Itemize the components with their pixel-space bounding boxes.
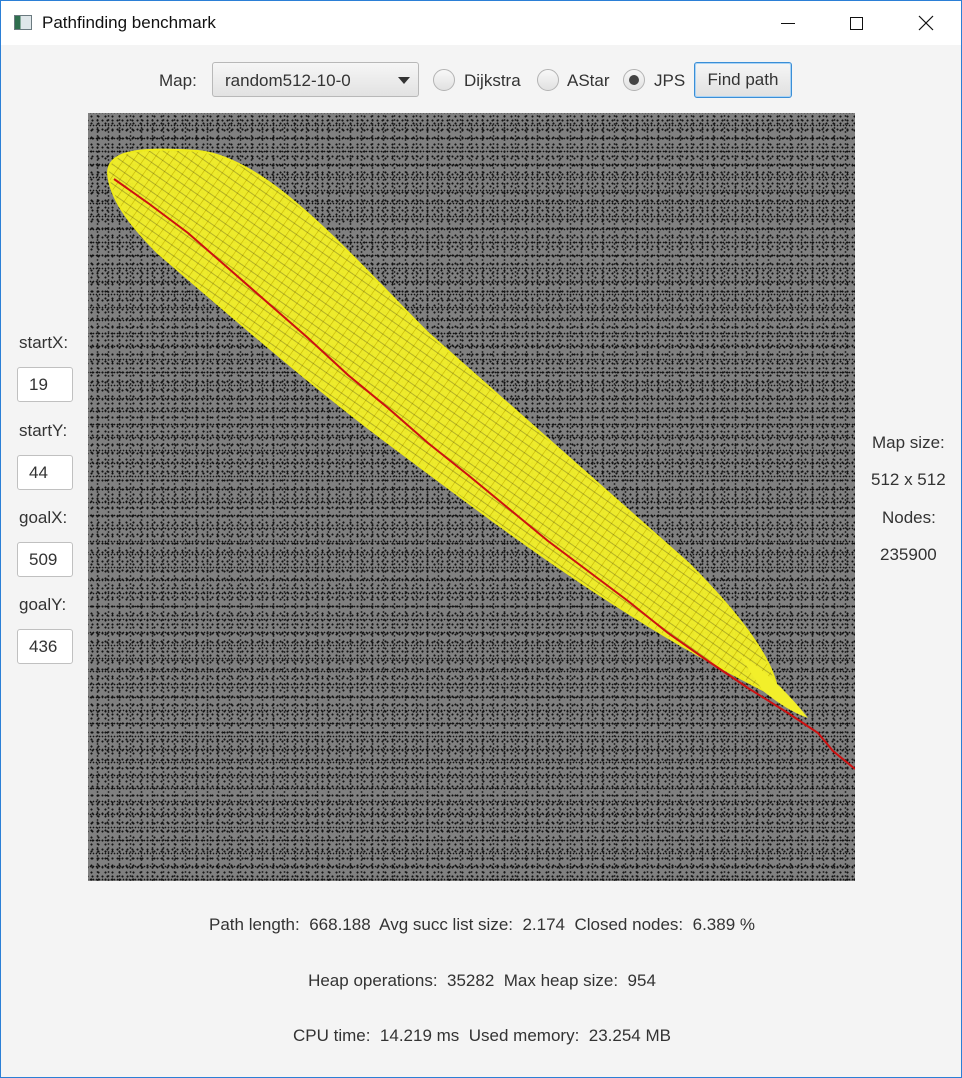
heap-ops-value: 35282 [447, 971, 495, 990]
minimize-icon [781, 22, 795, 24]
close-icon [918, 15, 934, 31]
radio-jps[interactable] [623, 69, 645, 91]
path-line [113, 178, 855, 770]
used-memory-label: Used memory: [468, 1026, 580, 1045]
avg-succ-value: 2.174 [522, 915, 566, 934]
map-select-value: random512-10-0 [225, 71, 351, 90]
cpu-time-value: 14.219 ms [379, 1026, 460, 1045]
find-path-button[interactable]: Find path [694, 62, 792, 98]
radio-selected-dot-icon [629, 75, 639, 85]
title-bar[interactable]: Pathfinding benchmark [1, 1, 961, 45]
max-heap-value: 954 [627, 971, 656, 990]
heap-ops-label: Heap operations: [308, 971, 438, 990]
used-memory-value: 23.254 MB [588, 1026, 671, 1045]
radio-astar-label[interactable]: AStar [567, 71, 610, 90]
start-x-label: startX: [19, 333, 69, 352]
radio-dijkstra[interactable] [433, 69, 455, 91]
goal-y-field[interactable]: 436 [17, 629, 73, 664]
map-canvas[interactable] [88, 113, 855, 881]
stats-line-3: CPU time: 14.219 ms Used memory: 23.254 … [1, 1026, 962, 1046]
map-select[interactable]: random512-10-0 [212, 62, 419, 97]
start-y-label: startY: [19, 421, 68, 440]
stats-line-1: Path length: 668.188 Avg succ list size:… [1, 915, 962, 935]
close-button[interactable] [903, 1, 949, 45]
max-heap-label: Max heap size: [503, 971, 619, 990]
app-window-icon [14, 15, 32, 30]
start-y-field[interactable]: 44 [17, 455, 73, 490]
search-overlay [106, 148, 855, 770]
minimize-button[interactable] [765, 1, 811, 45]
map-size-value: 512 x 512 [871, 470, 946, 489]
goal-x-field[interactable]: 509 [17, 542, 73, 577]
avg-succ-label: Avg succ list size: [379, 915, 514, 934]
start-x-field[interactable]: 19 [17, 367, 73, 402]
cpu-time-label: CPU time: [293, 1026, 371, 1045]
maximize-icon [849, 16, 863, 30]
radio-jps-label[interactable]: JPS [654, 71, 686, 90]
closed-nodes-label: Closed nodes: [574, 915, 684, 934]
goal-x-label: goalX: [19, 508, 68, 527]
radio-dijkstra-label[interactable]: Dijkstra [464, 71, 521, 90]
nodes-label: Nodes: [882, 508, 936, 527]
maximize-button[interactable] [833, 1, 879, 45]
radio-astar[interactable] [537, 69, 559, 91]
nodes-value: 235900 [880, 545, 937, 564]
path-length-label: Path length: [209, 915, 300, 934]
window-title: Pathfinding benchmark [42, 13, 216, 32]
goal-y-label: goalY: [19, 595, 67, 614]
map-label: Map: [159, 71, 197, 90]
map-size-label: Map size: [872, 433, 945, 452]
chevron-down-icon [398, 77, 410, 84]
explored-tail [738, 653, 808, 718]
path-length-value: 668.188 [309, 915, 371, 934]
closed-nodes-value: 6.389 % [692, 915, 755, 934]
explored-region [106, 148, 780, 700]
stats-line-2: Heap operations: 35282 Max heap size: 95… [1, 971, 962, 991]
